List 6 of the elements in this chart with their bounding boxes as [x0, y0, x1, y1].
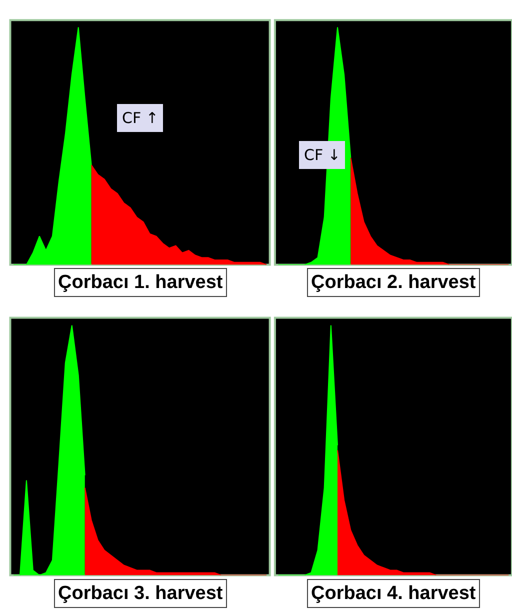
annotation: CF ↓	[304, 146, 340, 164]
text: Çorbacı 4. harvest	[311, 583, 476, 604]
text: Çorbacı 1. harvest	[58, 272, 224, 293]
text: Çorbacı 2. harvest	[311, 272, 476, 293]
text: Çorbacı 3. harvest	[58, 583, 224, 604]
annotation: CF ↑	[122, 109, 158, 127]
